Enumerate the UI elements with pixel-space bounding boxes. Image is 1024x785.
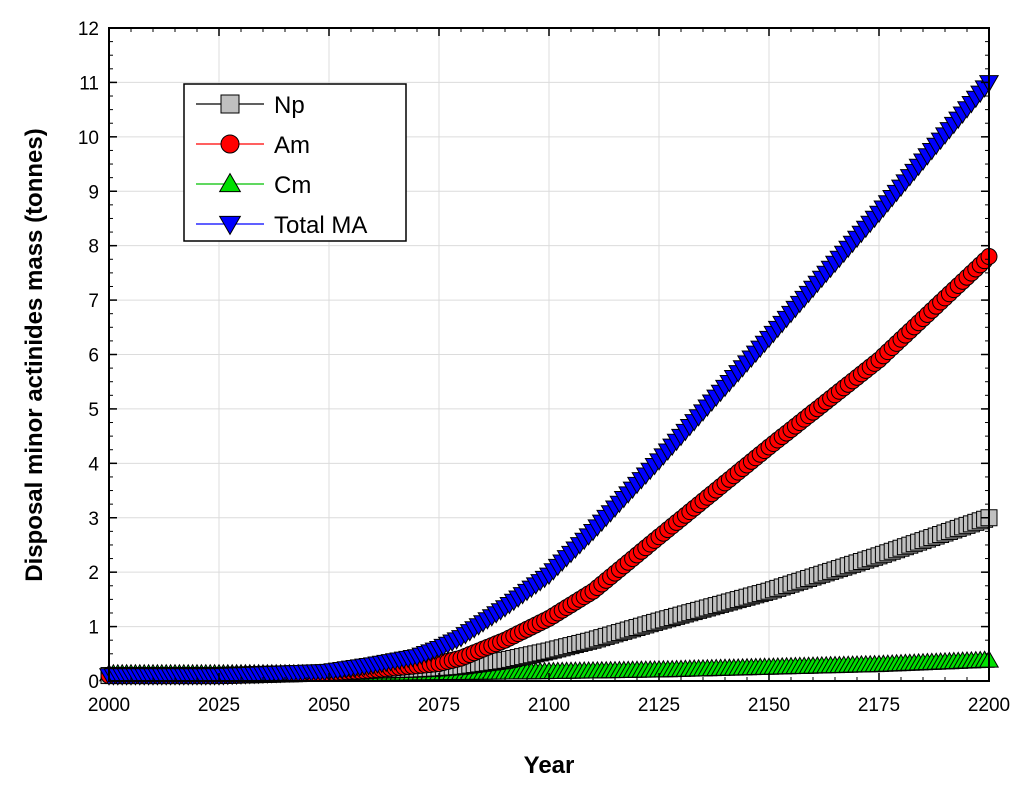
y-tick-label: 5 [88,400,99,421]
tick-labels: 2000 2025 2050 2075 2100 2125 2150 2175 22000123… [78,19,1010,716]
y-tick-label: 9 [88,182,99,203]
legend-label: Total MA [274,212,367,239]
legend-item-cm: Cm [196,172,311,199]
ticks [108,27,990,682]
legend-label: Np [274,92,305,119]
x-tick-label: 2075 [418,695,460,716]
x-tick-label: 2050 [308,695,350,716]
y-tick-label: 0 [88,672,99,693]
legend-items: Np Am Cm Total MA [196,92,367,239]
legend-label: Cm [274,172,311,199]
series-total-ma [98,75,1000,686]
legend-item-am: Am [196,132,310,159]
y-tick-label: 7 [88,291,99,312]
x-tick-label: 2000 [88,695,130,716]
legend: Np Am Cm Total MA [183,83,407,242]
legend-label: Am [274,132,310,159]
legend-marker [220,94,240,114]
legend-marker [218,215,242,236]
y-tick-label: 12 [78,19,99,40]
legend-marker [220,134,240,154]
y-tick-label: 6 [88,346,99,367]
legend-item-total-ma: Total MA [196,212,367,239]
legend-marker [218,172,242,193]
legend-item-np: Np [196,92,305,119]
y-tick-label: 2 [88,563,99,584]
y-tick-label: 11 [79,73,99,94]
y-tick-label: 4 [88,454,99,475]
x-tick-label: 2150 [748,695,790,716]
y-tick-label: 1 [88,618,99,639]
x-tick-label: 2175 [858,695,900,716]
x-tick-label: 2100 [528,695,570,716]
y-tick-label: 3 [88,509,99,530]
series-layer [98,75,1000,686]
x-axis-title: Year [524,752,575,779]
x-tick-label: 2125 [638,695,680,716]
x-tick-label: 2025 [198,695,240,716]
y-tick-label: 8 [88,237,99,258]
y-tick-label: 10 [78,128,99,149]
y-axis-title: Disposal minor actinides mass (tonnes) [21,128,48,581]
x-tick-label: 2200 [968,695,1010,716]
